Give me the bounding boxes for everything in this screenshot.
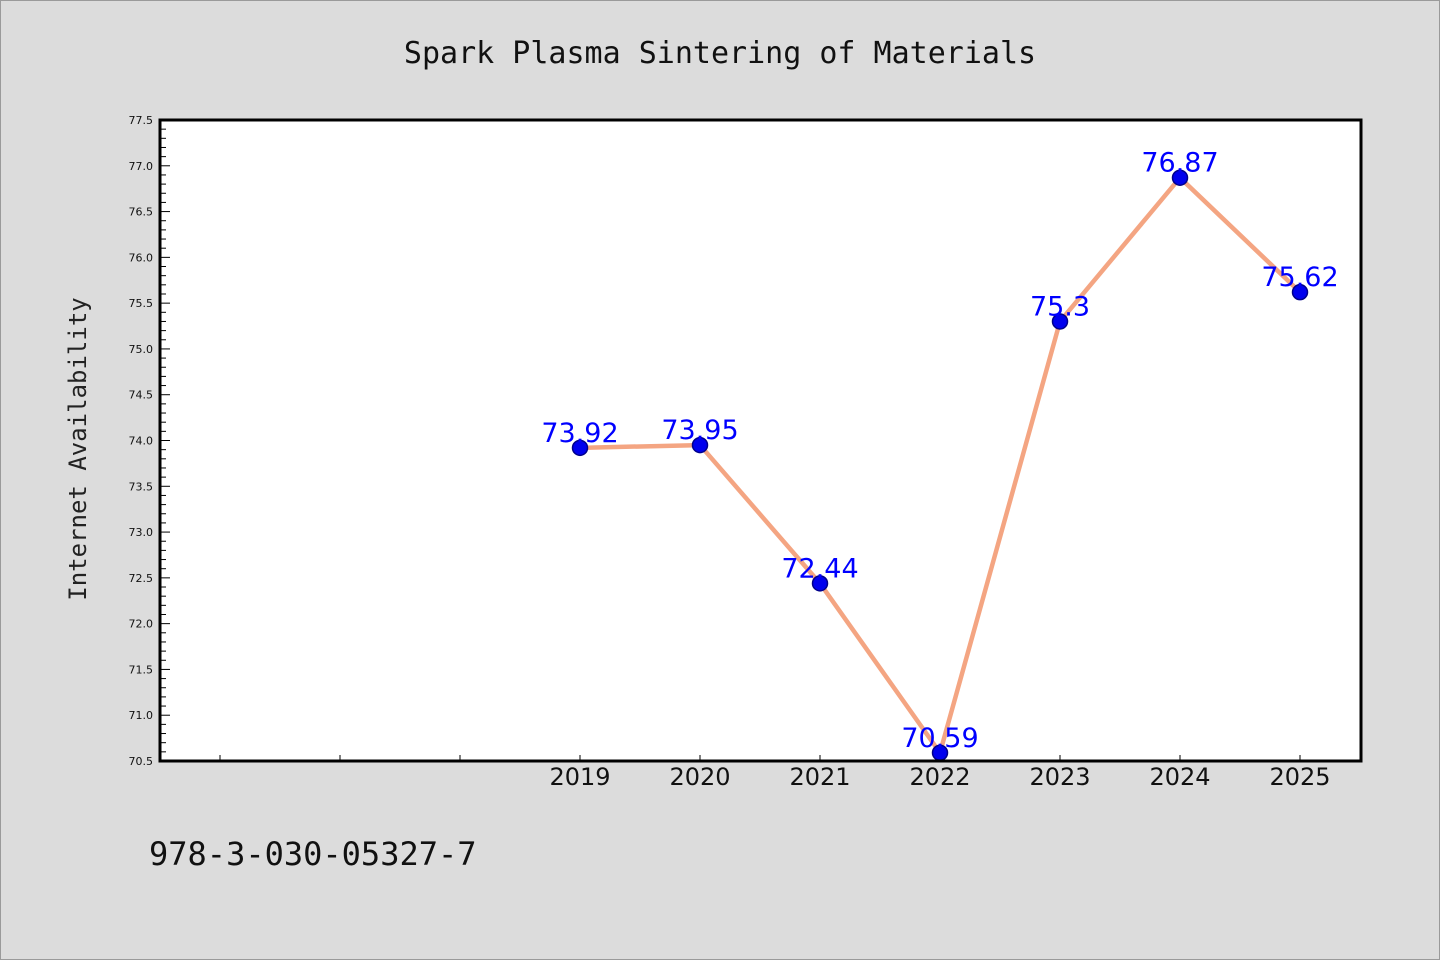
y-tick-label: 77.0 [129,160,154,173]
y-tick-label: 72.5 [129,572,154,585]
data-point [691,436,709,454]
data-point [811,575,829,592]
x-tick-label: 2021 [789,763,850,791]
isbn-text: 978-3-030-05327-7 [149,835,477,873]
y-tick-label: 73.5 [129,480,154,493]
x-tick-label: 2022 [909,763,970,791]
data-label: 70.59 [901,723,978,754]
x-tick-label: 2024 [1149,763,1210,791]
x-axis: 2019 2020 2021 2022 2023 2024 2025 [219,755,1331,791]
plot-area [160,120,1361,761]
data-point [1171,169,1189,186]
data-label: 75.3 [1030,291,1090,322]
chart-title: Spark Plasma Sintering of Materials [404,36,1036,71]
y-tick-label: 76.0 [129,251,154,264]
y-tick-label: 77.5 [129,114,154,127]
data-label: 72.44 [781,553,858,584]
y-tick-label: 71.0 [129,709,154,722]
y-tick-label: 73.0 [129,526,154,539]
data-labels: 73.92 73.95 72.44 70.59 75.3 76.87 75.62 [541,148,1338,754]
data-point [571,439,589,457]
y-tick-label: 74.5 [129,389,154,402]
y-tick-label: 75.0 [129,343,154,356]
x-tick-label: 2023 [1029,763,1090,791]
series-markers [571,169,1309,762]
y-axis: 70.5 71.0 71.5 72.0 72.5 73.0 73.5 74.0 74.5 75.0… [129,114,170,768]
y-tick-label: 71.5 [129,663,154,676]
data-label: 73.92 [541,418,618,449]
x-tick-label: 2020 [669,763,730,791]
data-label: 75.62 [1261,262,1338,293]
y-tick-label: 70.5 [129,755,154,768]
plot-frame [158,118,1363,763]
x-tick-label: 2019 [549,763,610,791]
data-point [1291,283,1309,301]
data-label: 76.87 [1141,148,1218,179]
data-point [1051,313,1069,330]
data-label: 73.95 [661,415,738,446]
x-tick-label: 2025 [1269,763,1330,791]
y-axis-label: Internet Availability [64,297,92,600]
y-tick-label: 75.5 [129,297,154,310]
y-tick-label: 72.0 [129,618,154,631]
y-tick-label: 74.0 [129,435,154,448]
y-tick-label: 76.5 [129,206,154,219]
